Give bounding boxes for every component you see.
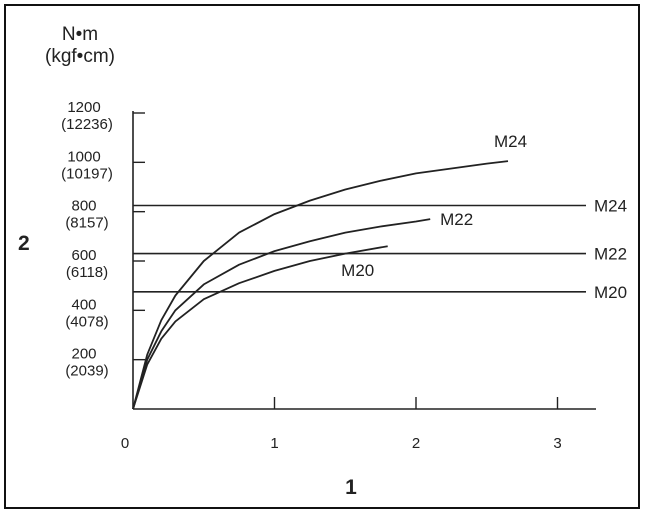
x-tick-label: 0 [121,435,129,452]
y-tick-label: 1000 [67,148,100,165]
series-curve-m20 [132,245,388,410]
reference-line-label-m22: M22 [594,245,627,264]
torque-chart: N•m (kgf•cm) 2 1 200(2039) 400(4078) 600(6… [18,24,627,499]
unit-label-line2: (kgf•cm) [45,46,115,67]
y-tick-label: 200 [71,346,96,363]
series-curve-m24 [132,160,509,410]
series-label-m24: M24 [494,132,527,151]
axes [132,111,596,410]
reference-line-label-m20: M20 [594,283,627,302]
reference-lines: M24 M22 M20 [133,197,627,302]
x-tick-label: 3 [553,435,561,452]
y-axis-label: 2 [18,232,30,255]
y-tick-label: 1200 [67,99,100,116]
y-tick-label: 400 [71,296,96,313]
y-tick-label-kgfcm: (2039) [65,363,108,380]
series-curves: M24 M22 M20 [132,132,527,410]
reference-line-label-m24: M24 [594,197,627,216]
y-tick-label: 800 [71,198,96,215]
unit-label-line1: N•m [62,24,98,45]
tick-marks: 200(2039) 400(4078) 600(6118) 800(8157) 1000… [61,99,562,452]
y-tick-label-kgfcm: (4078) [65,313,108,330]
y-tick-label-kgfcm: (10197) [61,165,113,182]
x-tick-label: 2 [412,435,420,452]
y-tick-label-kgfcm: (6118) [66,264,108,281]
x-tick-label: 1 [270,435,278,452]
y-tick-label: 600 [71,247,96,264]
chart-frame: N•m (kgf•cm) 2 1 200 (2039) 400 (4078) 600 (6… [4,4,640,509]
series-label-m22: M22 [440,210,473,229]
x-axis-label: 1 [345,476,357,499]
y-tick-label-kgfcm: (8157) [65,215,108,232]
series-label-m20: M20 [341,261,374,280]
series-curve-m22 [132,218,431,410]
y-tick-label-kgfcm: (12236) [61,116,113,133]
